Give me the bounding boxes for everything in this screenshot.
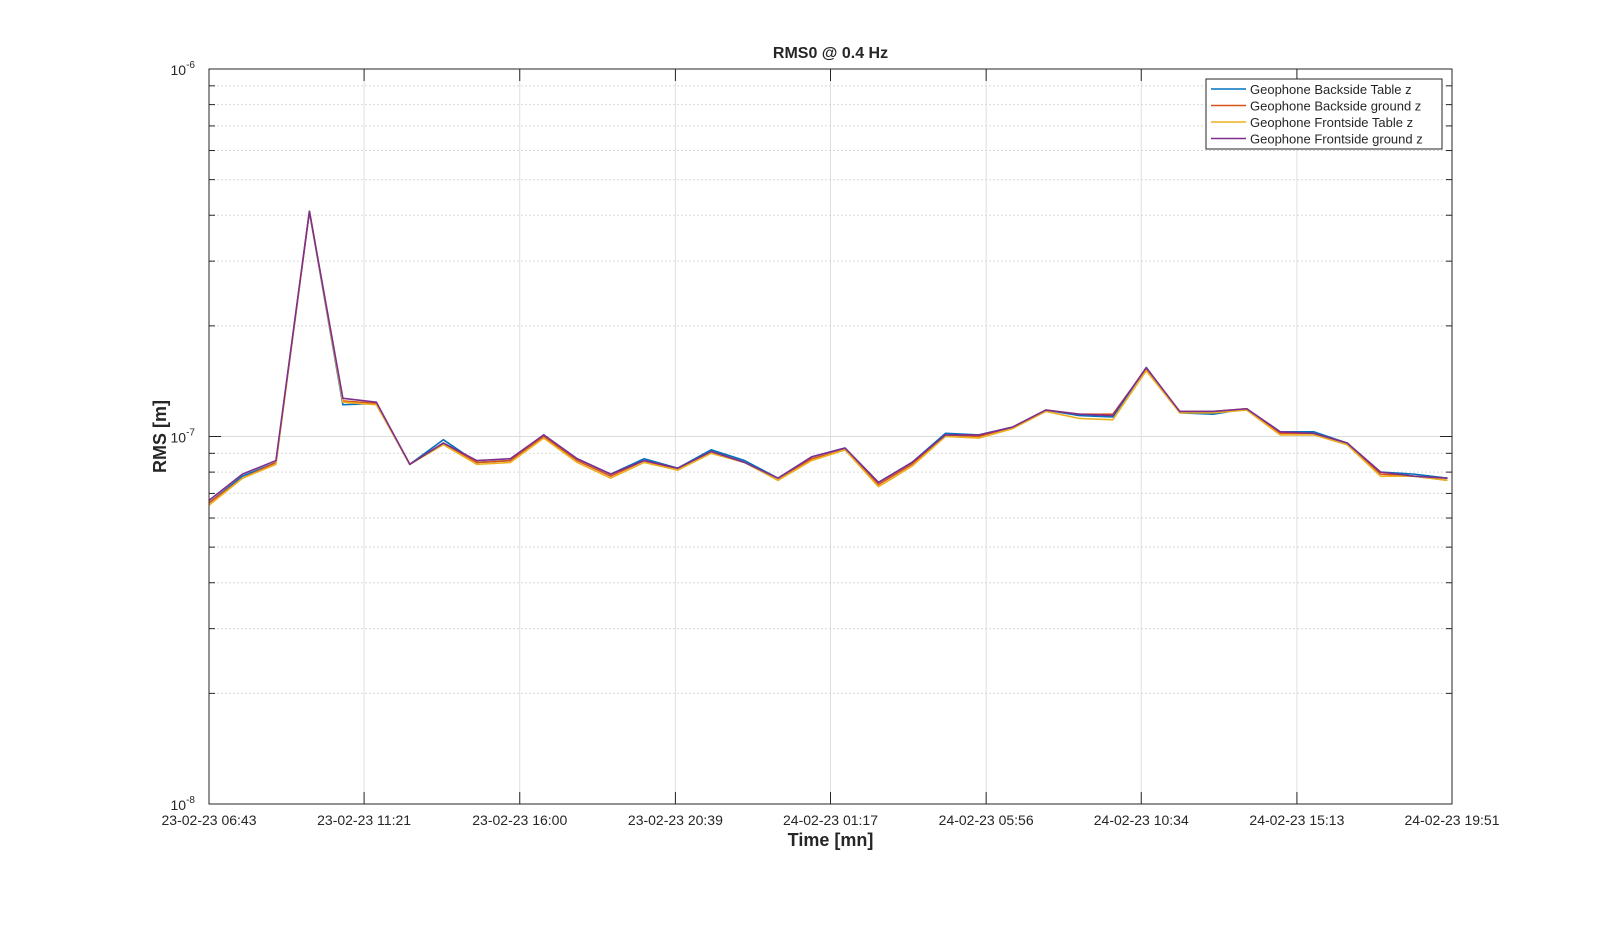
legend-entry: Geophone Frontside ground z — [1250, 132, 1423, 147]
x-tick-label: 24-02-23 05:56 — [939, 812, 1034, 828]
x-tick-label: 24-02-23 15:13 — [1249, 812, 1344, 828]
x-tick-label: 23-02-23 06:43 — [162, 812, 257, 828]
tick-labels: 23-02-23 06:43 23-02-23 11:21 23-02-23 16:… — [162, 60, 1500, 828]
x-tick-label: 24-02-23 01:17 — [783, 812, 878, 828]
ticks — [208, 68, 1453, 805]
series-lines — [208, 210, 1448, 506]
legend-entry: Geophone Frontside Table z — [1250, 115, 1413, 130]
chart-title: RMS0 @ 0.4 Hz — [773, 45, 888, 62]
y-tick-label: 10-7 — [171, 428, 196, 446]
x-tick-label: 23-02-23 11:21 — [317, 812, 411, 828]
y-tick-label: 10-8 — [171, 795, 196, 813]
x-tick-label: 24-02-23 10:34 — [1094, 812, 1189, 828]
x-tick-label: 23-02-23 16:00 — [472, 812, 567, 828]
y-axis-title: RMS [m] — [150, 400, 170, 473]
x-tick-label: 24-02-23 19:51 — [1405, 812, 1500, 828]
legend-entry: Geophone Backside Table z — [1250, 82, 1412, 97]
series-line-4 — [208, 210, 1448, 502]
legend-entry: Geophone Backside ground z — [1250, 99, 1421, 114]
legend-box — [1205, 78, 1443, 150]
x-tick-label: 23-02-23 20:39 — [628, 812, 723, 828]
legend: Geophone Backside Table z Geophone Backsi… — [1205, 78, 1443, 150]
x-axis-title: Time [mn] — [788, 830, 874, 850]
y-tick-label: 10-6 — [171, 60, 196, 78]
